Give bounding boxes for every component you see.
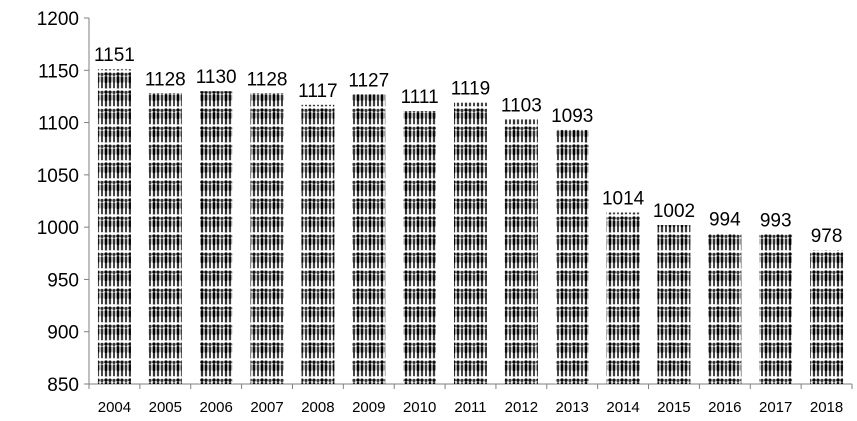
x-tick-label: 2004 [98, 399, 131, 416]
data-label: 1093 [551, 106, 593, 127]
axes: 850 900 950 1000 1050 1100 1150 1200 [37, 9, 853, 396]
y-tick-label: 1100 [38, 114, 79, 135]
data-label: 1127 [348, 70, 389, 91]
bar-2016 [708, 233, 742, 384]
x-tick-label: 2005 [149, 399, 182, 416]
bar-2004 [97, 69, 131, 385]
x-tick-label: 2009 [352, 399, 385, 416]
bar-2011 [454, 102, 487, 385]
bar-2018 [810, 250, 844, 384]
y-tick-label: 1000 [37, 218, 79, 239]
bar-2009 [352, 94, 386, 384]
x-tick-label: 2007 [250, 399, 283, 416]
bars [97, 69, 844, 385]
x-tick-label: 2015 [657, 399, 690, 416]
labels: 2004 1151 2005 1128 2006 1130 2007 1128 2008 1117… [94, 45, 843, 416]
data-label: 1103 [501, 95, 542, 116]
bar-2006 [199, 91, 233, 384]
y-tick-label: 1200 [37, 9, 79, 30]
bar-2005 [148, 93, 182, 384]
x-tick-label: 2008 [301, 399, 334, 416]
bar-2012 [504, 119, 538, 384]
x-tick-label: 2013 [556, 399, 589, 416]
bar-2017 [759, 234, 793, 384]
data-label: 1128 [247, 69, 288, 90]
x-tick-label: 2017 [759, 399, 792, 416]
data-label: 1117 [298, 81, 337, 102]
y-tick-label: 950 [47, 270, 79, 291]
bar-2008 [301, 104, 335, 385]
y-tick-label: 900 [47, 323, 79, 344]
x-tick-label: 2016 [708, 399, 741, 416]
bar-2013 [555, 129, 589, 384]
data-label: 978 [811, 226, 843, 247]
y-tick-label: 1050 [37, 166, 79, 187]
x-tick-label: 2012 [505, 399, 538, 416]
bar-2007 [250, 93, 284, 384]
x-tick-label: 2010 [403, 399, 436, 416]
data-label: 1151 [94, 45, 135, 66]
y-tick-label: 850 [47, 375, 79, 396]
bar-2010 [403, 111, 437, 384]
x-tick-label: 2006 [199, 399, 232, 416]
y-tick-label: 1150 [38, 61, 79, 82]
data-label: 994 [709, 209, 741, 230]
x-tick-label: 2011 [454, 399, 486, 416]
data-label: 1130 [196, 67, 237, 88]
bar-2015 [657, 225, 691, 384]
data-label: 993 [760, 210, 792, 231]
data-label: 1014 [602, 189, 645, 210]
data-label: 1119 [451, 79, 490, 100]
bar-2014 [606, 212, 640, 384]
x-tick-label: 2014 [606, 399, 639, 416]
data-label: 1128 [145, 69, 186, 90]
data-label: 1111 [401, 87, 439, 108]
data-label: 1002 [653, 201, 695, 222]
x-tick-label: 2018 [810, 399, 843, 416]
